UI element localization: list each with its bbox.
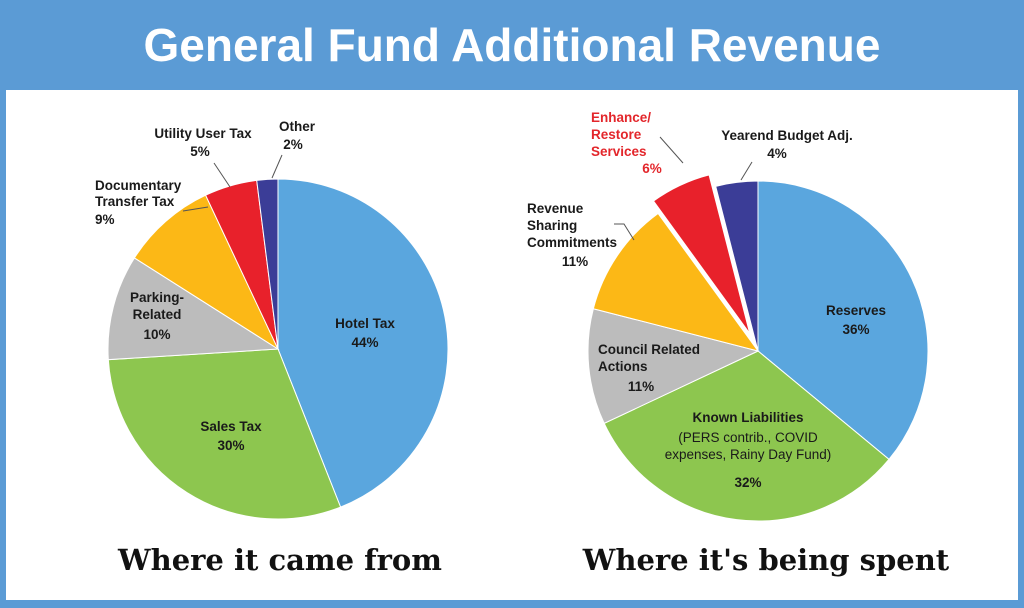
pie-slice-enhance-restore-services — [650, 171, 754, 340]
caption-right: Where it's being spent — [582, 543, 950, 577]
left-pie-labels: Hotel Tax 44% Sales Tax 30% Parking- Rel… — [95, 119, 395, 453]
leader-line-other — [271, 154, 283, 179]
slice-pct-parking: 10% — [143, 327, 170, 342]
slice-pct-utility-user-tax: 5% — [190, 144, 210, 159]
slice-pct-revenue-sharing: 11% — [562, 254, 588, 269]
pie-slice-yearend-budget-adj — [715, 180, 759, 352]
slice-label-sales-tax: Sales Tax — [200, 419, 262, 434]
pie-slice-sales-tax — [107, 348, 342, 520]
pie-chart-revenue-sources — [107, 178, 449, 520]
pie-slice-revenue-sharing-commitments — [592, 212, 760, 352]
slice-label-yearend: Yearend Budget Adj. — [721, 128, 853, 143]
leader-line-yearend — [740, 161, 753, 181]
slice-pct-enhance: 6% — [642, 161, 662, 176]
caption-left: Where it came from — [117, 543, 442, 577]
slice-sublabel-known-liabilities-line2: expenses, Rainy Day Fund) — [665, 447, 832, 462]
slice-label-utility-user-tax: Utility User Tax — [154, 126, 252, 141]
slice-label-council-line1: Council Related — [598, 342, 700, 357]
pie-slice-council-related-actions — [587, 308, 760, 425]
slice-label-hotel-tax: Hotel Tax — [335, 316, 395, 331]
slice-label-documentary-line2: Transfer Tax — [95, 194, 175, 209]
slice-pct-sales-tax: 30% — [217, 438, 244, 453]
slice-pct-hotel-tax: 44% — [351, 335, 378, 350]
slice-label-other: Other — [279, 119, 316, 134]
slice-pct-other: 2% — [283, 137, 303, 152]
right-pie-labels: Reserves 36% Known Liabilities (PERS con… — [527, 110, 886, 490]
pie-slice-other — [256, 178, 279, 350]
leader-line-utility — [213, 162, 231, 188]
slice-label-revenue-sharing-line1: Revenue — [527, 201, 584, 216]
slice-pct-known-liabilities: 32% — [734, 475, 761, 490]
slice-pct-yearend: 4% — [767, 146, 787, 161]
pie-slice-hotel-tax — [277, 178, 449, 508]
slice-label-known-liabilities: Known Liabilities — [692, 410, 803, 425]
slice-pct-documentary: 9% — [95, 212, 115, 227]
slice-pct-council: 11% — [628, 379, 654, 394]
slice-label-parking-line1: Parking- — [130, 290, 184, 305]
slice-label-enhance-line2: Restore — [591, 127, 642, 142]
header-bar: General Fund Additional Revenue — [0, 0, 1024, 90]
chart-title: General Fund Additional Revenue — [143, 19, 881, 71]
slice-label-parking-line2: Related — [133, 307, 182, 322]
slice-label-enhance-line3: Services — [591, 144, 647, 159]
slice-label-revenue-sharing-line2: Sharing — [527, 218, 577, 233]
slice-label-revenue-sharing-line3: Commitments — [527, 235, 617, 250]
pie-slice-known-liabilities — [603, 350, 890, 522]
slice-sublabel-known-liabilities-line1: (PERS contrib., COVID — [678, 430, 818, 445]
slice-label-reserves: Reserves — [826, 303, 886, 318]
pie-slice-documentary-transfer-tax — [133, 194, 280, 351]
pie-slice-reserves — [757, 180, 929, 461]
pie-slice-parking-related — [107, 257, 280, 361]
leader-line-enhance — [659, 136, 684, 164]
slice-label-documentary-line1: Documentary — [95, 178, 182, 193]
slice-label-council-line2: Actions — [598, 359, 648, 374]
leader-line-documentary — [182, 206, 209, 212]
leader-line-revenue-sharing — [614, 223, 635, 241]
pie-chart-spending — [587, 171, 929, 522]
slice-label-enhance-line1: Enhance/ — [591, 110, 651, 125]
slice-pct-reserves: 36% — [842, 322, 869, 337]
